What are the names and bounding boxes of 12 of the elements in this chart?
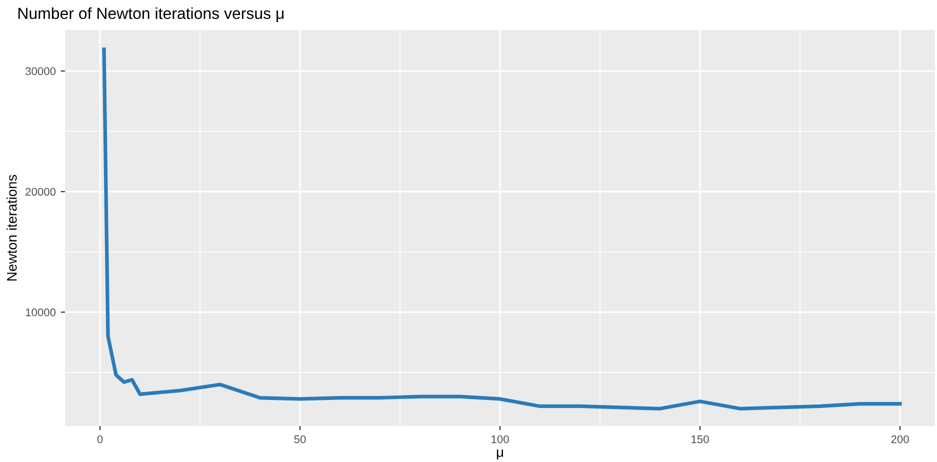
y-tick-label: 20000 xyxy=(26,188,56,196)
y-tick-label: 10000 xyxy=(26,308,56,316)
x-tick-label: 200 xyxy=(891,435,909,444)
x-tick-label: 0 xyxy=(97,435,103,444)
line-series xyxy=(102,47,902,410)
y-axis-title: Newton iterations xyxy=(6,174,17,281)
x-tick-label: 150 xyxy=(692,435,709,444)
chart-title: Number of Newton iterations versus μ xyxy=(18,7,284,22)
x-tick-label: 100 xyxy=(492,435,509,444)
y-tick-label: 30000 xyxy=(26,67,56,76)
x-tick-label: 50 xyxy=(294,435,306,444)
x-axis-title: μ xyxy=(496,450,503,460)
